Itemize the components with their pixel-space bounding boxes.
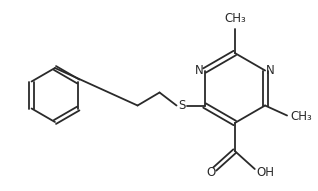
Text: N: N (266, 64, 275, 77)
Text: N: N (195, 64, 204, 77)
Text: OH: OH (257, 167, 275, 180)
Text: O: O (206, 167, 215, 180)
Text: S: S (178, 99, 185, 112)
Text: CH₃: CH₃ (224, 11, 246, 24)
Text: CH₃: CH₃ (290, 110, 312, 123)
